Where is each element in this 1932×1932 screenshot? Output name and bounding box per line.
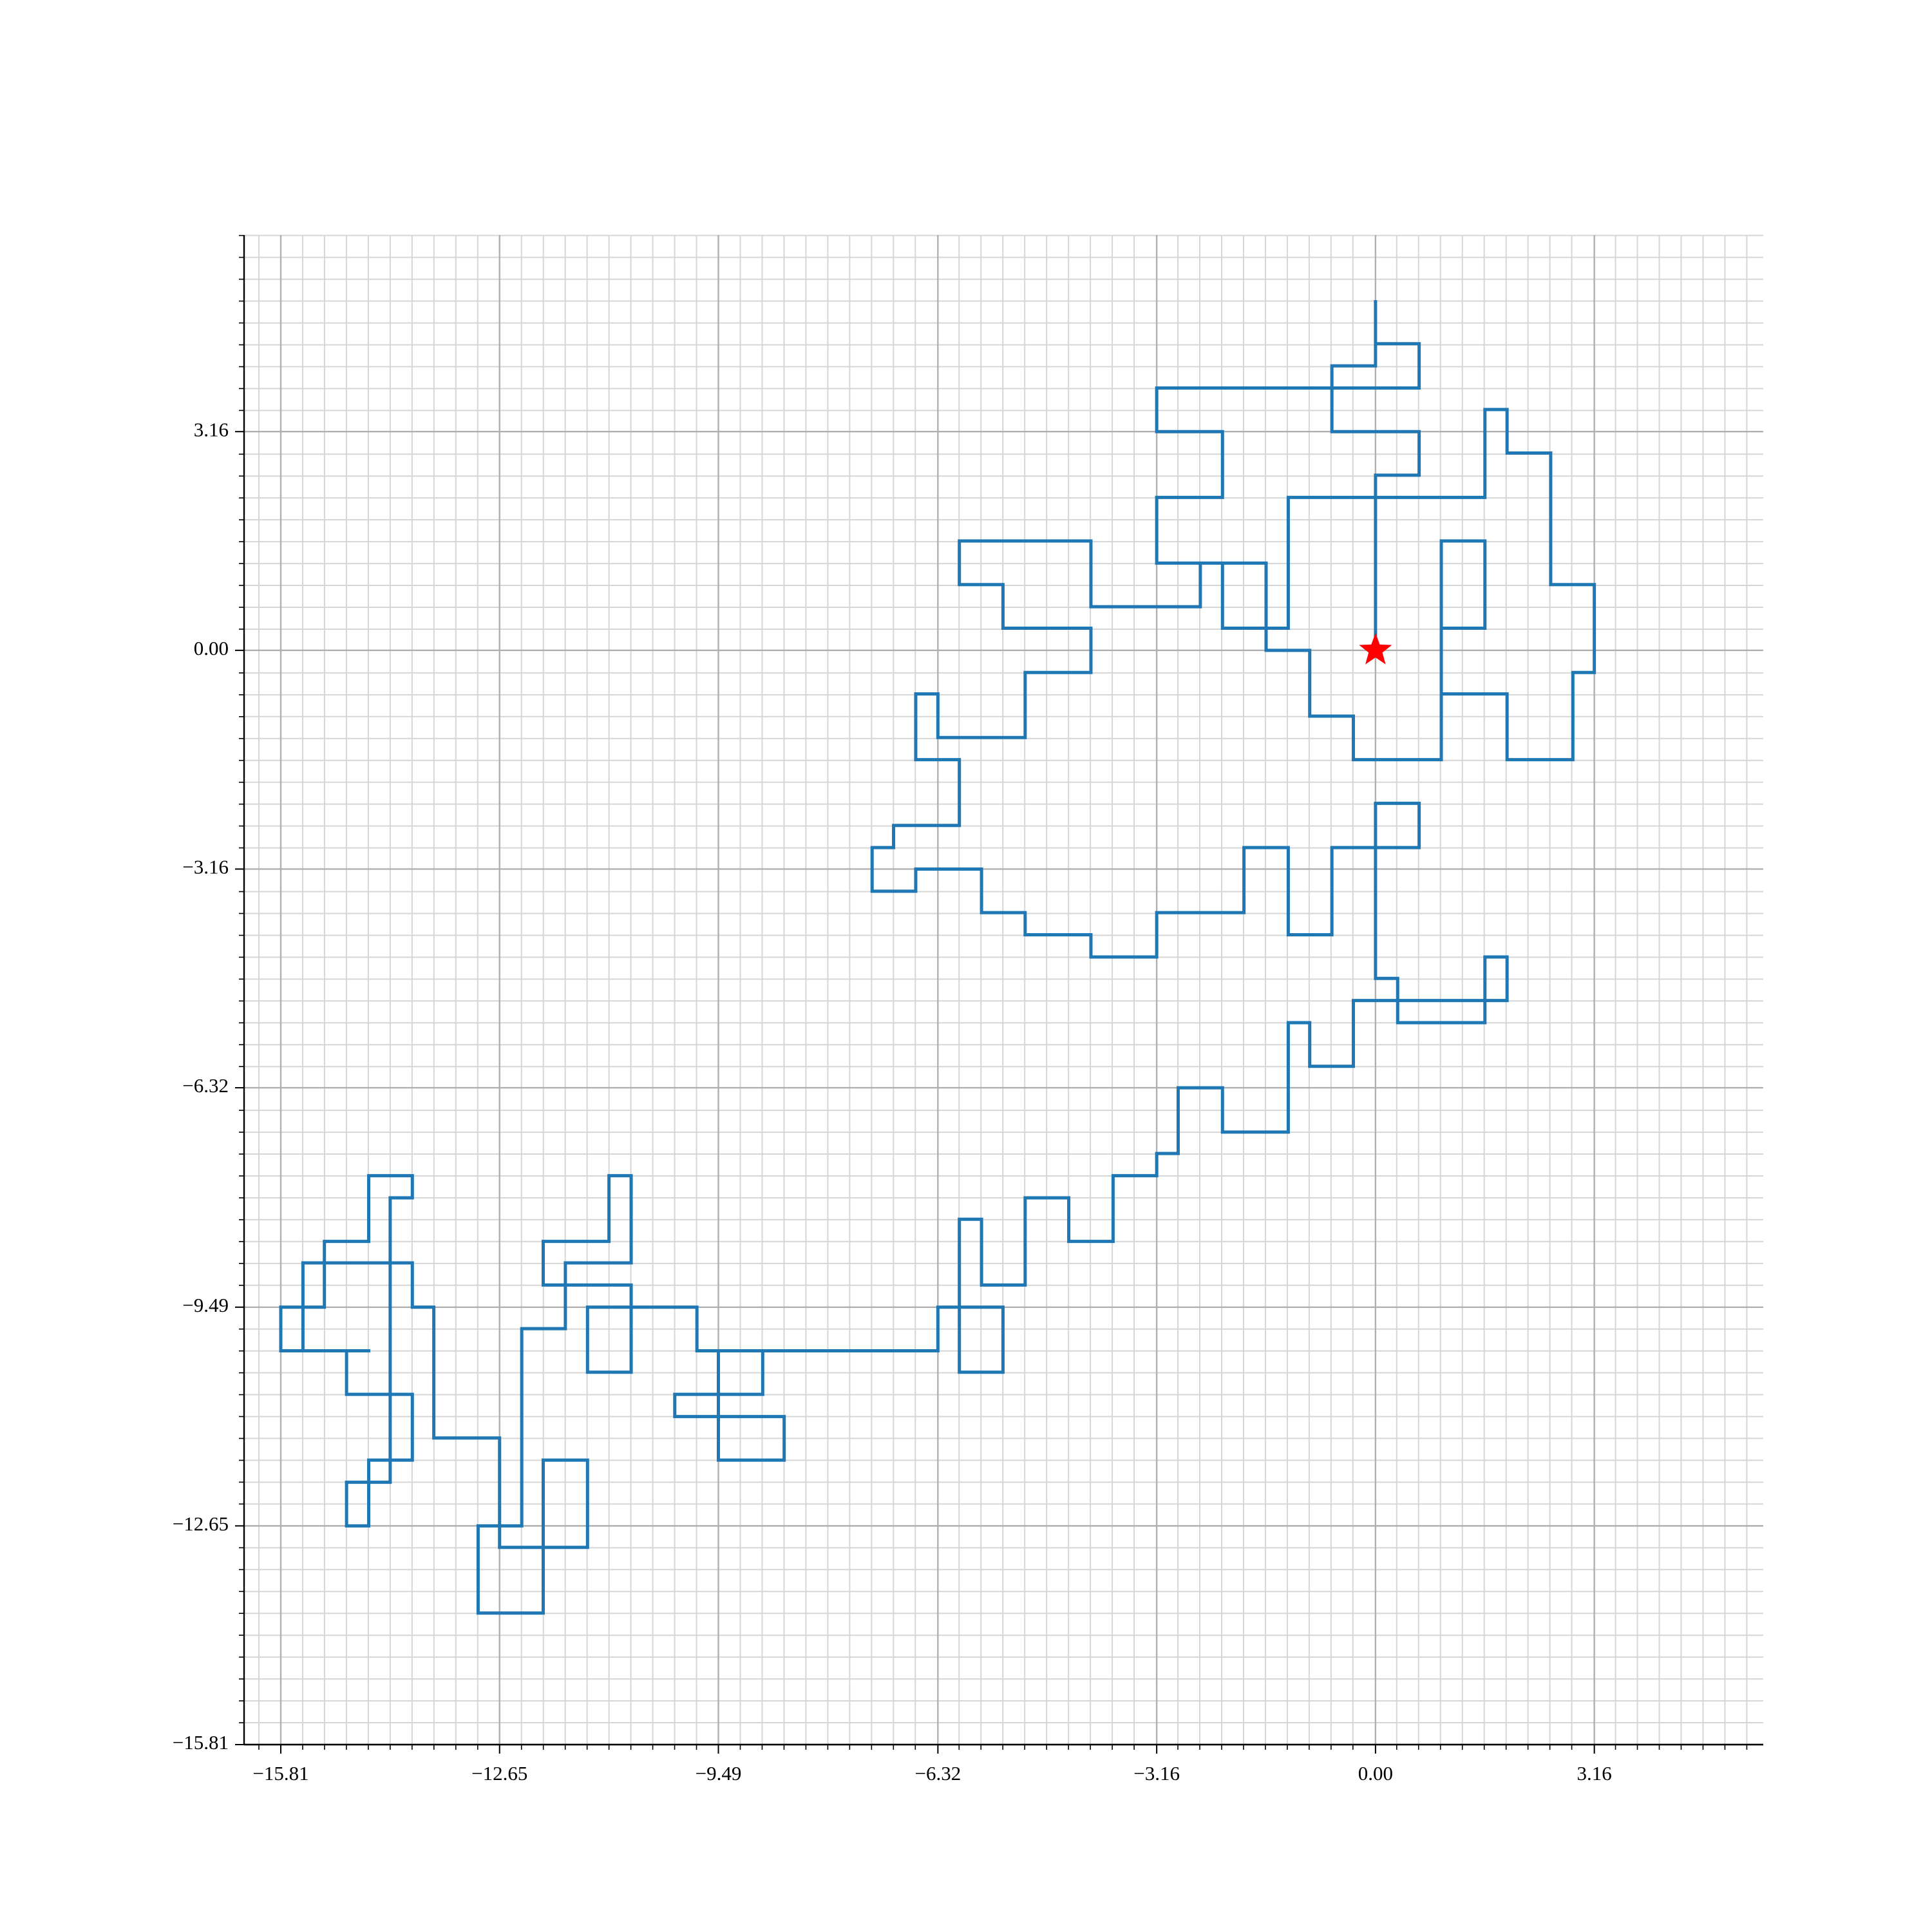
start-marker — [1359, 632, 1392, 665]
x-tick-label: −9.49 — [696, 1762, 742, 1785]
y-tick-label: 3.16 — [194, 418, 229, 440]
x-tick-label: −3.16 — [1133, 1762, 1180, 1785]
x-tick-label: −6.32 — [914, 1762, 961, 1785]
walk-line — [279, 300, 1596, 1615]
y-tick-label: −3.16 — [182, 856, 229, 878]
y-tick-label: −6.32 — [182, 1074, 229, 1097]
y-tick-label: 0.00 — [194, 637, 229, 659]
x-tick-label: −12.65 — [471, 1762, 527, 1785]
x-tick-label: 3.16 — [1577, 1762, 1612, 1785]
y-tick-label: −15.81 — [173, 1731, 229, 1754]
y-tick-label: −12.65 — [173, 1512, 229, 1535]
grid — [244, 234, 1763, 1746]
x-tick-label: 0.00 — [1358, 1762, 1393, 1785]
y-tick-label: −9.49 — [182, 1294, 229, 1316]
ticks — [235, 234, 1748, 1754]
x-tick-label: −15.81 — [252, 1762, 308, 1785]
